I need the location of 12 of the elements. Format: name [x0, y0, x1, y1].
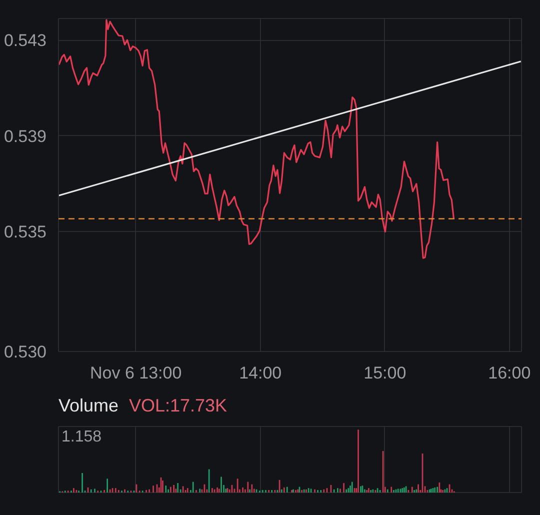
text: VOL:17.73K [128, 396, 228, 416]
y-tick-label: 0.530 [4, 342, 47, 362]
annotation: 1.158 [62, 428, 102, 446]
x-tick-label: 15:00 [364, 364, 406, 382]
chart-title: Volume [58, 396, 119, 416]
y-tick-label: 0.539 [4, 126, 47, 146]
y-tick-label: 0.535 [4, 222, 47, 242]
y-tick-label: 0.543 [4, 31, 47, 50]
x-tick-label: 14:00 [239, 364, 282, 382]
x-tick-label: Nov 6 13:00 [90, 364, 182, 382]
line-series [58, 19, 455, 259]
x-tick-label: 16:00 [488, 364, 531, 382]
